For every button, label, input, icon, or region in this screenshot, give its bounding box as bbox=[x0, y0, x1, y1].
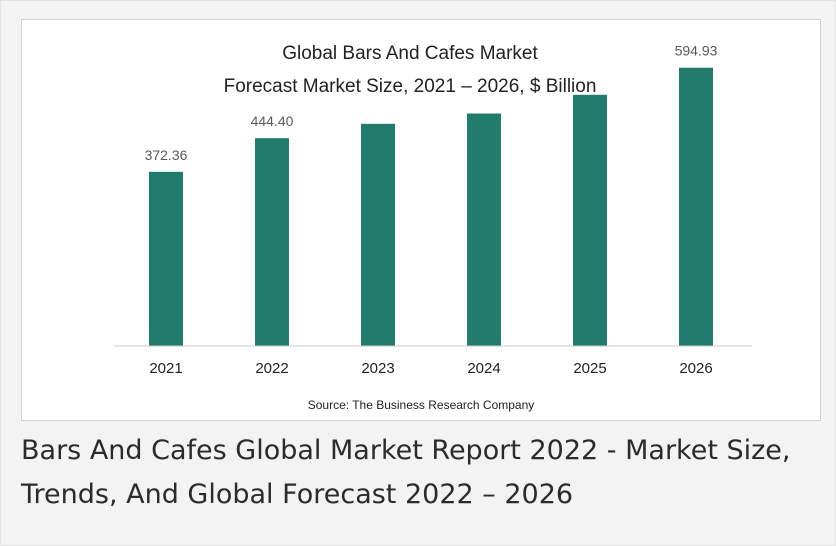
bar-2022 bbox=[255, 138, 289, 346]
chart-title: Global Bars And Cafes Market bbox=[282, 43, 538, 64]
x-tick-2025: 2025 bbox=[573, 360, 606, 377]
data-label-2022: 444.40 bbox=[251, 113, 294, 129]
bar-2025 bbox=[573, 94, 607, 347]
chart-subtitle: Forecast Market Size, 2021 – 2026, $ Bil… bbox=[224, 76, 597, 97]
x-tick-2024: 2024 bbox=[467, 360, 500, 377]
x-tick-2021: 2021 bbox=[149, 360, 182, 377]
bar-chart: Global Bars And Cafes Market Forecast Ma… bbox=[114, 43, 752, 412]
x-tick-2023: 2023 bbox=[361, 360, 394, 377]
x-tick-2026: 2026 bbox=[679, 360, 712, 377]
bars-group: 372.36 444.40 594.93 bbox=[145, 43, 718, 347]
article-title[interactable]: Bars And Cafes Global Market Report 2022… bbox=[21, 435, 791, 510]
data-label-2021: 372.36 bbox=[145, 147, 188, 163]
bar-2026 bbox=[679, 67, 713, 346]
chart-container: Global Bars And Cafes Market Forecast Ma… bbox=[21, 19, 821, 421]
chart-source: Source: The Business Research Company bbox=[308, 398, 535, 412]
bar-2021 bbox=[149, 171, 183, 346]
x-tick-labels: 2021 2022 2023 2024 2025 2026 bbox=[149, 360, 712, 377]
bar-2024 bbox=[467, 113, 501, 346]
bar-2023 bbox=[361, 123, 395, 347]
x-tick-2022: 2022 bbox=[255, 360, 288, 377]
data-label-2026: 594.93 bbox=[675, 43, 718, 59]
